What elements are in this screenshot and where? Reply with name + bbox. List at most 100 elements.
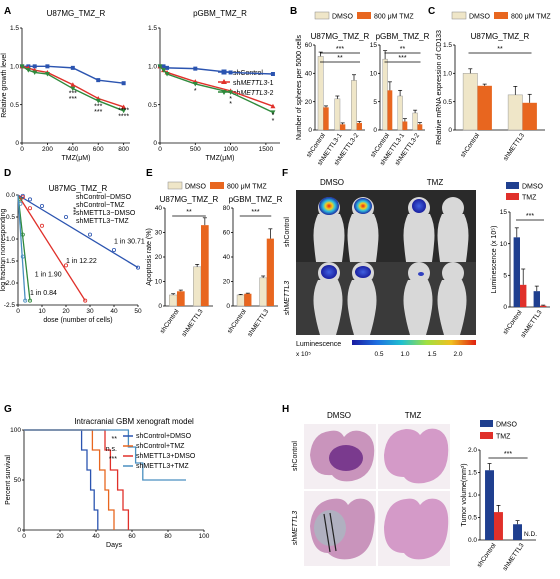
chart-b1-ytick-label: 0 (308, 127, 312, 134)
chart-g-legend-entry: shControl+DMSO (136, 433, 192, 440)
chart-f-ytick-label: 15 (500, 209, 508, 216)
chart-h-category-label: shMETTL3 (502, 542, 526, 572)
chart-d-point (88, 232, 93, 237)
panel-label-f: F (282, 168, 288, 179)
chart-e2-ytick-label: 40 (223, 254, 231, 261)
bioluminescence-images: DMSO TMZ shContr (284, 178, 476, 358)
chart-c-ylabel: Relative mRNA expression of CD133 (436, 30, 443, 145)
chart-e2-bar (244, 293, 252, 306)
chart-d-fit-line-2 (17, 194, 31, 301)
chart-h: 0.0 0.5 1.0 1.5 2.0 Tumor volume(mm³) shContro… (461, 447, 537, 572)
chart-b1-sig-label: ** (337, 55, 343, 62)
chart-e1-ylabel: Apoptosis rate (%) (146, 228, 153, 286)
chart-d-legend-entry: shControl−DMSO (76, 194, 132, 201)
chart-e2-ytick-label: 0 (226, 303, 230, 310)
chart-a2-xtick-label: 1500 (259, 146, 274, 153)
chart-b2-ytick-label: 15 (370, 42, 378, 49)
chart-d-point (18, 201, 23, 206)
chart-b1-bar (334, 98, 341, 131)
chart-c-bar (477, 85, 492, 130)
chart-h-ytick-label: 0.0 (468, 537, 477, 544)
chart-g-xlabel: Days (106, 542, 122, 549)
chart-d-xtick-label: 50 (134, 308, 142, 315)
panel-label-h: H (282, 404, 289, 415)
chart-c-ytick-label: 1.5 (443, 42, 452, 49)
h-col-dmso: DMSO (327, 411, 351, 420)
chart-b2-bar (387, 90, 393, 130)
chart-d-estimate-label: 1 in 1.90 (35, 271, 62, 278)
chart-b1-ylabel: Number of spheres per 5000 cells (296, 34, 303, 140)
chart-g-xtick-label: 80 (164, 533, 172, 540)
chart-a1-title: U87MG_TMZ_R (47, 9, 106, 18)
chart-b1-bar (340, 124, 346, 130)
chart-a2-point (157, 64, 163, 69)
chart-h-bar (513, 524, 522, 540)
panel-label-c: C (428, 6, 435, 17)
f-colorbar-ticks: 0.5 1.0 1.5 2.0 (374, 351, 462, 358)
chart-h-nd-label: N.D. (524, 531, 537, 538)
chart-a1-ylabel: Relative growth level (1, 53, 8, 118)
chart-f-category-label: shControl (502, 309, 524, 336)
legend-f-dmso: DMSO (522, 184, 544, 191)
h-row-shmettl3: shMETTL3 (292, 511, 299, 545)
chart-e1-bar (193, 266, 202, 307)
chart-a2-ytick-label: 1.0 (148, 64, 157, 71)
chart-d-fit-line-0 (17, 194, 139, 269)
chart-e2-bar (259, 277, 267, 307)
chart-a2-xtick-label: 1000 (223, 146, 238, 153)
f-colorbar-tick: 0.5 (374, 351, 383, 358)
chart-a1-point (44, 72, 50, 77)
legend-b: DMSO 800 μM TMZ (314, 11, 414, 21)
chart-e1-bar (169, 294, 178, 307)
chart-a1-ytick-label: 0.5 (10, 102, 19, 109)
chart-h-ytick-label: 2.0 (468, 447, 477, 454)
chart-a1-point (96, 78, 101, 83)
chart-a1-sig-label: *** (69, 90, 77, 97)
chart-a2-title: pGBM_TMZ_R (193, 9, 247, 18)
chart-d-ytick-label: -0.5 (4, 214, 16, 221)
panel-label-e: E (146, 168, 153, 179)
chart-d-point (64, 263, 69, 268)
chart-d-legend-entry: shMETTL3−TMZ (76, 218, 129, 225)
chart-b1-bar (356, 122, 362, 130)
legend-e: DMSO 800 μM TMZ (167, 181, 267, 191)
chart-a2-point (161, 68, 167, 73)
h-col-tmz: TMZ (405, 411, 422, 420)
chart-a2-ytick-label: 0.5 (148, 102, 157, 109)
chart-a1-xtick-label: 400 (67, 146, 78, 153)
chart-g-xtick-label: 20 (56, 533, 64, 540)
chart-a2-point (165, 65, 170, 70)
chart-b2-ytick-label: 0 (373, 127, 377, 134)
chart-a2-sig-label: * (272, 118, 275, 125)
chart-e1-bar (177, 291, 185, 306)
chart-f-bar (540, 305, 547, 307)
chart-d-ytick-label: 0.0 (6, 192, 15, 199)
chart-a1-point (121, 104, 127, 109)
chart-d-ytick-label: -2.5 (4, 302, 16, 309)
chart-a1-sig-label: *** (69, 96, 77, 103)
chart-c-ytick-label: 0.5 (443, 99, 452, 106)
chart-b1-bar (317, 56, 324, 131)
f-row-shmettl3: shMETTL3 (284, 281, 291, 315)
chart-a1-sig-label: *** (94, 104, 102, 111)
chart-e1-ytick-label: 30 (155, 230, 163, 237)
chart-c-category-label: shControl (459, 132, 481, 159)
chart-a1-xlabel: TMZ(μM) (62, 155, 91, 162)
chart-d-xtick-label: 30 (86, 308, 94, 315)
chart-c-ytick-label: 0 (448, 127, 452, 134)
chart-d-point (23, 298, 28, 303)
chart-h-ytick-label: 1.0 (468, 492, 477, 499)
chart-a1-xtick-label: 200 (42, 146, 53, 153)
chart-e1-ytick-label: 0 (158, 303, 162, 310)
chart-a1-point (70, 65, 75, 70)
legend-h: DMSO TMZ (480, 420, 518, 441)
f-col-tmz: TMZ (427, 178, 444, 187)
chart-a1-point (45, 64, 50, 69)
chart-d-estimate-label: 1 in 30.71 (114, 238, 145, 245)
chart-d-title: U87MG_TMZ_R (49, 184, 108, 193)
chart-c-title: U87MG_TMZ_R (471, 32, 530, 41)
chart-a1-sig-label: **** (118, 107, 129, 114)
chart-c-bar (522, 102, 537, 130)
